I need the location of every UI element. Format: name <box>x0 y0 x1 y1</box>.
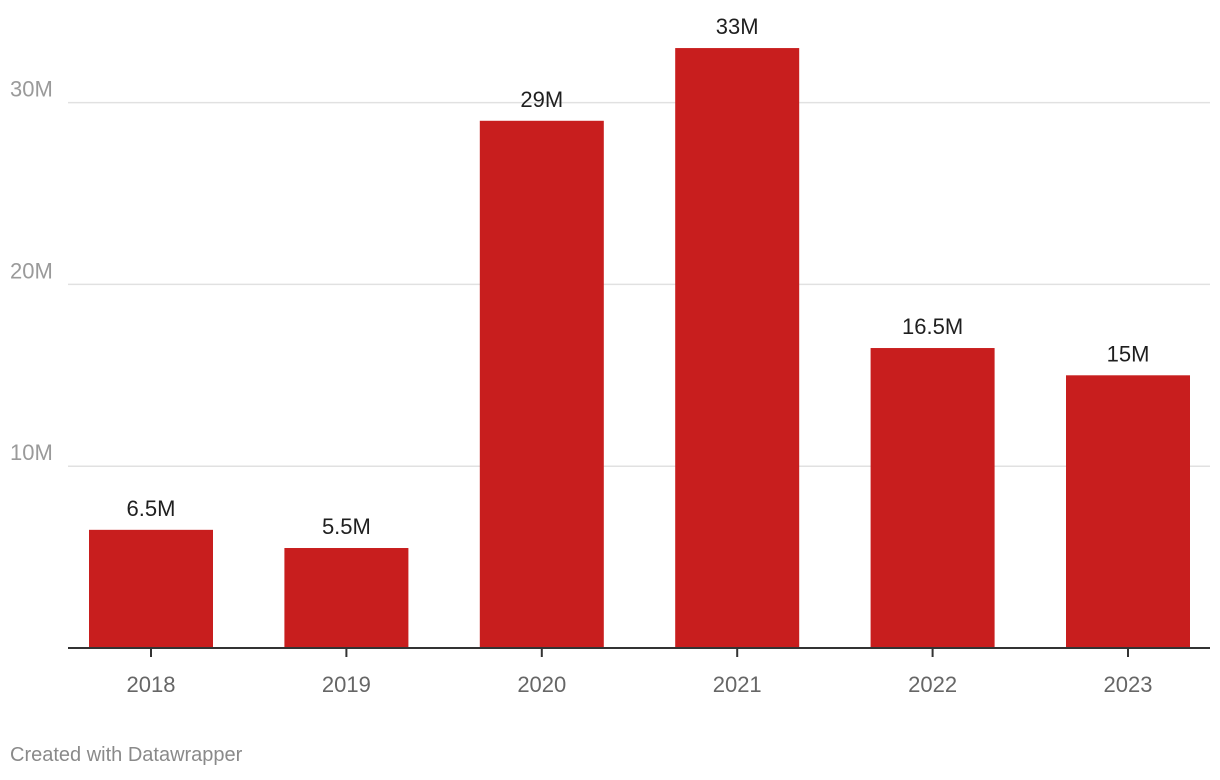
gridlines <box>68 101 1210 467</box>
bar-2018 <box>89 529 213 648</box>
bar-2021 <box>675 48 800 649</box>
data-label: 29M <box>520 87 563 112</box>
datawrapper-credit: Created with Datawrapper <box>10 744 243 766</box>
bar-2022 <box>870 348 995 648</box>
x-tick-label: 2023 <box>1104 672 1153 697</box>
data-label: 15M <box>1107 341 1150 366</box>
y-axis-labels: 10M 20M 30M <box>10 77 53 466</box>
bar-2023 <box>1066 375 1190 648</box>
x-tick-label: 2021 <box>713 672 762 697</box>
data-label: 6.5M <box>127 496 176 521</box>
x-tick-label: 2020 <box>517 672 566 697</box>
bar-2020 <box>479 120 604 648</box>
x-tick-label: 2018 <box>127 672 176 697</box>
bars <box>89 48 1190 649</box>
x-axis: 2018 2019 2020 2021 2022 2023 <box>68 647 1210 697</box>
y-tick-label: 30M <box>10 77 53 102</box>
data-labels: 6.5M 5.5M 29M 33M 16.5M 15M <box>127 14 1150 539</box>
x-tick-label: 2019 <box>322 672 371 697</box>
y-tick-label: 10M <box>10 440 53 465</box>
x-tick-label: 2022 <box>908 672 957 697</box>
y-tick-label: 20M <box>10 258 53 283</box>
data-label: 33M <box>716 14 759 39</box>
data-label: 16.5M <box>902 314 963 339</box>
data-label: 5.5M <box>322 514 371 539</box>
bar-2019 <box>284 548 409 648</box>
